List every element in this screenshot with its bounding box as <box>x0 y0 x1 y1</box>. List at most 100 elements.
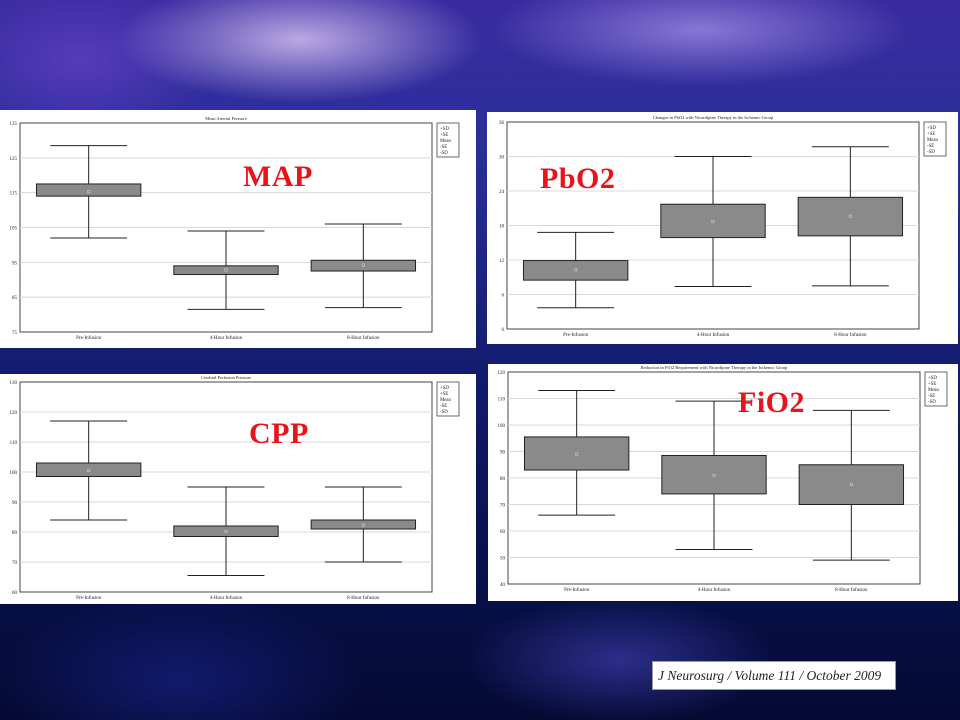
y-tick-label: 110 <box>10 441 18 446</box>
legend-entry: -SD <box>440 410 448 415</box>
map-label: MAP <box>243 160 313 193</box>
se-box <box>310 259 417 272</box>
legend-entry: -SE <box>927 144 934 149</box>
y-tick-label: 60 <box>500 530 506 535</box>
legend-entry: +SD <box>927 126 936 131</box>
x-tick-label: 8-Hour Infusion <box>834 333 867 338</box>
x-tick-label: 8-Hour Infusion <box>347 596 380 601</box>
cpp-label: CPP <box>249 417 309 450</box>
mean-marker <box>361 523 365 527</box>
chart-title: Changes in PbO2 with Nicardipine Therapy… <box>653 115 774 120</box>
x-tick-label: 4-Hour Infusion <box>210 596 243 601</box>
legend-entry: Mean <box>927 138 939 143</box>
legend-entry: +SD <box>440 127 449 132</box>
mean-marker <box>848 214 852 218</box>
mean-marker <box>224 529 228 533</box>
y-tick-label: 75 <box>12 331 18 336</box>
y-tick-label: 70 <box>500 504 506 509</box>
map-chart: 75 85 95 105 115 125 135 Mean Arterial Pressure… <box>10 116 460 341</box>
y-tick-label: 110 <box>498 398 506 403</box>
legend-entry: +SE <box>927 132 935 137</box>
legend-box <box>436 122 460 158</box>
y-tick-label: 100 <box>498 424 506 429</box>
legend-box <box>436 381 460 417</box>
se-box <box>522 260 629 281</box>
chart-title: Reduction in FiO2 Requirement with Nicar… <box>641 365 788 370</box>
mean-marker <box>87 469 91 473</box>
legend-entry: +SD <box>928 376 937 381</box>
legend-entry: Mean <box>928 388 940 393</box>
se-box <box>173 265 279 276</box>
mean-marker <box>575 452 579 456</box>
fio2-chart: 40 50 60 70 80 90 100 110 120 Reduction in FiO2 R… <box>498 365 948 593</box>
x-tick-label: Pre-Infusion <box>76 336 101 341</box>
mean-marker <box>711 219 715 223</box>
legend-entry: Mean <box>440 139 452 144</box>
mean-marker <box>87 190 91 194</box>
mean-marker <box>574 268 578 272</box>
legend-entry: -SE <box>440 404 447 409</box>
y-tick-label: 30 <box>499 156 505 161</box>
cpp-chart: 60 70 80 90 100 110 120 130 Cerebral Perfusion P… <box>10 375 460 601</box>
x-tick-label: 8-Hour Infusion <box>347 336 380 341</box>
y-tick-label: 12 <box>499 259 505 264</box>
chart-title: Cerebral Perfusion Pressure <box>201 375 251 380</box>
y-tick-label: 95 <box>12 261 18 266</box>
mean-marker <box>224 268 228 272</box>
y-tick-label: 6 <box>502 294 505 299</box>
x-tick-label: 4-Hour Infusion <box>698 588 731 593</box>
cpp-chart-panel: 60 70 80 90 100 110 120 130 Cerebral Perfusion P… <box>0 374 476 604</box>
legend-entry: +SE <box>440 133 448 138</box>
pbo2-chart: 0 6 12 18 24 30 36 Changes in PbO2 with Nicardi… <box>499 115 947 338</box>
mean-marker <box>849 483 853 487</box>
legend-entry: -SE <box>440 145 447 150</box>
se-box <box>798 464 905 505</box>
se-box <box>35 462 142 477</box>
y-tick-label: 135 <box>10 122 18 127</box>
y-tick-label: 0 <box>502 328 505 333</box>
y-tick-label: 24 <box>499 190 505 195</box>
y-tick-label: 130 <box>10 381 18 386</box>
legend-entry: -SD <box>928 400 936 405</box>
y-tick-label: 60 <box>12 591 18 596</box>
se-box <box>35 183 142 197</box>
se-box <box>173 525 279 537</box>
legend-entry: -SE <box>928 394 935 399</box>
y-tick-label: 50 <box>500 557 506 562</box>
se-box <box>523 436 630 471</box>
journal-citation: J Neurosurg / Volume 111 / October 2009 <box>652 661 896 690</box>
y-tick-label: 115 <box>10 192 18 197</box>
y-tick-label: 120 <box>498 371 506 376</box>
x-tick-label: 8-Hour Infusion <box>835 588 868 593</box>
legend-entry: +SD <box>440 386 449 391</box>
mean-marker <box>361 263 365 267</box>
y-tick-label: 100 <box>10 471 18 476</box>
se-box <box>797 196 904 237</box>
y-tick-label: 18 <box>499 225 505 230</box>
legend-entry: -SD <box>440 151 448 156</box>
x-tick-label: Pre-Infusion <box>563 333 588 338</box>
y-tick-label: 90 <box>12 501 18 506</box>
y-tick-label: 70 <box>12 561 18 566</box>
se-box <box>660 203 766 239</box>
se-box <box>310 519 417 530</box>
x-tick-label: Pre-Infusion <box>564 588 589 593</box>
y-tick-label: 105 <box>10 227 18 232</box>
legend-box <box>923 121 947 157</box>
y-tick-label: 80 <box>12 531 18 536</box>
se-box <box>661 454 767 495</box>
y-tick-label: 80 <box>500 477 506 482</box>
y-tick-label: 85 <box>12 296 18 301</box>
fio2-chart-panel: 40 50 60 70 80 90 100 110 120 Reduction in FiO2 R… <box>488 364 958 601</box>
pbo2-chart-panel: 0 6 12 18 24 30 36 Changes in PbO2 with Nicardi… <box>487 112 958 344</box>
x-tick-label: Pre-Infusion <box>76 596 101 601</box>
x-tick-label: 4-Hour Infusion <box>210 336 243 341</box>
legend-entry: +SE <box>928 382 936 387</box>
map-chart-panel: 75 85 95 105 115 125 135 Mean Arterial Pressure… <box>0 110 476 348</box>
pbo2-label: PbO2 <box>540 162 616 195</box>
chart-title: Mean Arterial Pressure <box>205 116 247 121</box>
mean-marker <box>712 473 716 477</box>
legend-entry: Mean <box>440 398 452 403</box>
y-tick-label: 90 <box>500 451 506 456</box>
fio2-label: FiO2 <box>738 386 805 419</box>
